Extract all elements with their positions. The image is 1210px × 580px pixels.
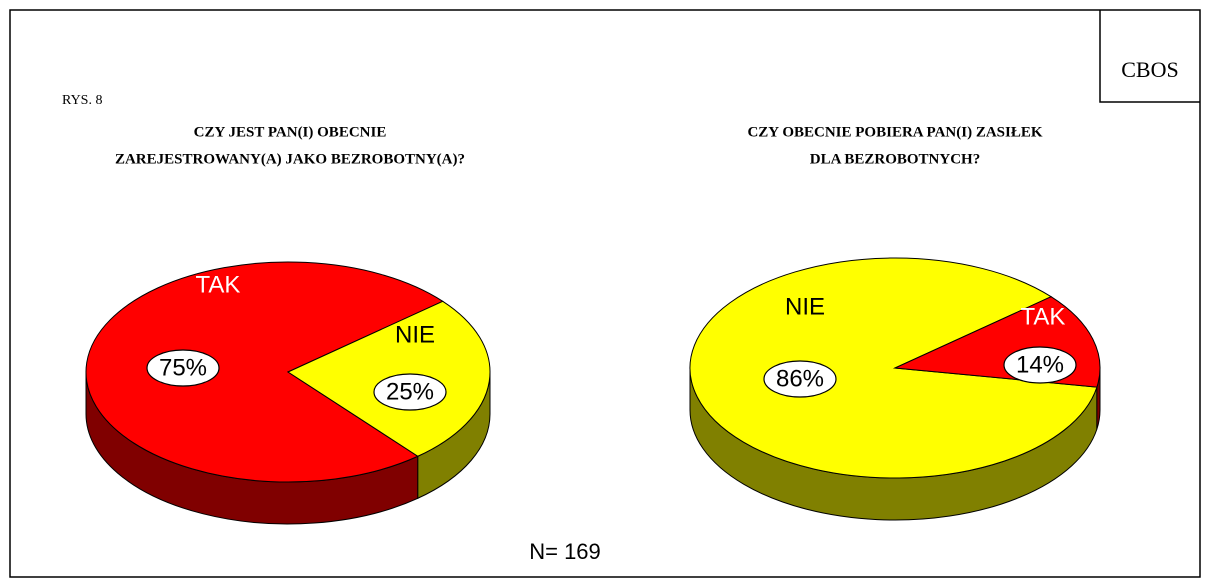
chart-title: DLA BEZROBOTNYCH? [810,151,980,167]
value-label: 14% [1016,351,1064,378]
sample-note: N= 169 [529,539,601,564]
slice-label: NIE [785,293,825,320]
slice-label: NIE [395,321,435,348]
value-label-bubble [373,373,447,411]
value-label-bubble [763,360,837,398]
value-label: 86% [776,365,824,392]
value-label: 25% [386,378,434,405]
chart-title: CZY OBECNIE POBIERA PAN(I) ZASIŁEK [747,124,1042,140]
value-label-bubble [1003,346,1077,384]
brand: CBOS [1121,57,1178,82]
brand-box [1099,10,1200,103]
slice-label: TAK [1021,303,1066,330]
figure-label: RYS. 8 [62,93,102,108]
slice [85,261,444,483]
chart-title: ZAREJESTROWANY(A) JAKO BEZROBOTNY(A)? [115,151,465,167]
slice [689,257,1098,479]
chart-title: CZY JEST PAN(I) OBECNIE [194,124,387,140]
value-label: 75% [159,354,207,381]
value-label-bubble [146,349,220,387]
frame [9,9,1201,578]
slice-label: TAK [196,271,241,298]
